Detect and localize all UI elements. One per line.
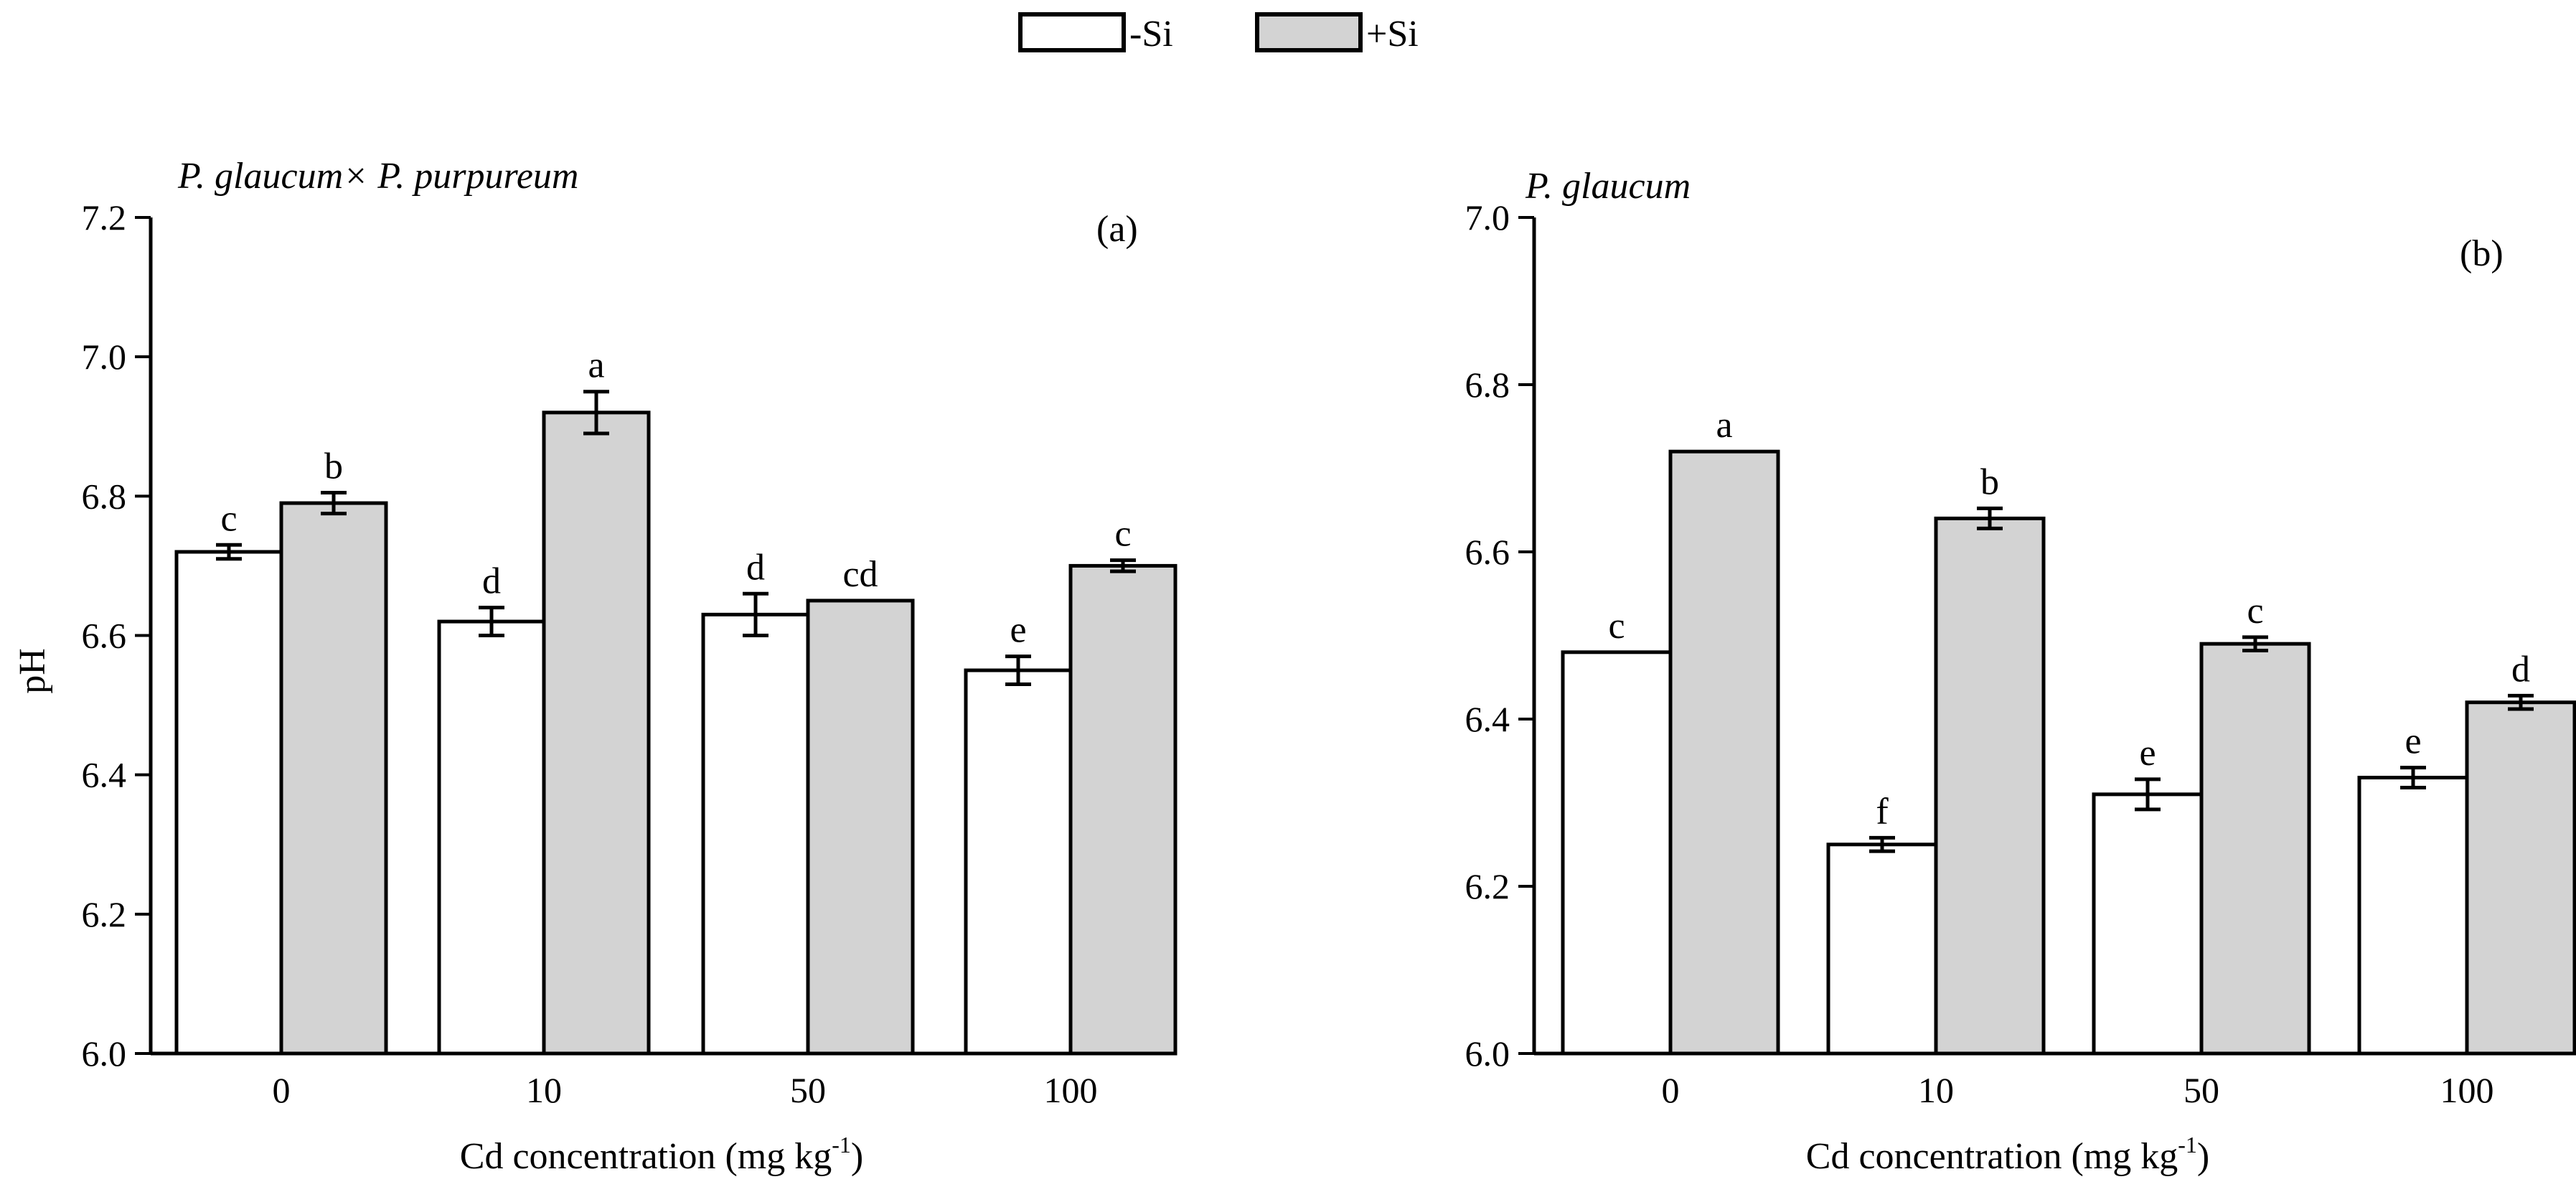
y-tick-label-b-2: 6.4 bbox=[1465, 699, 1510, 739]
y-tick-label-b-1: 6.2 bbox=[1465, 866, 1510, 906]
legend-label-plus-si: +Si bbox=[1366, 14, 1419, 55]
x-tick-label-a-2: 50 bbox=[790, 1070, 826, 1110]
bar-a-minus-si-100 bbox=[964, 668, 1073, 1056]
y-tick-label-a-0: 6.0 bbox=[82, 1033, 127, 1074]
bar-b-plus-si-100 bbox=[2465, 700, 2576, 1056]
x-tick-label-b-1: 10 bbox=[1918, 1070, 1954, 1110]
error-bar-b-plus-si-50 bbox=[2242, 635, 2268, 652]
y-tick-label-a-4: 6.8 bbox=[82, 476, 127, 516]
significance-letter-b-plus-si-50: c bbox=[2247, 591, 2263, 632]
panel-a-label: (a) bbox=[1096, 209, 1138, 250]
x-tick-label-b-3: 100 bbox=[2440, 1070, 2494, 1110]
error-bar-b-minus-si-100 bbox=[2400, 766, 2426, 790]
legend: -Si +Si bbox=[1018, 12, 1419, 55]
significance-letter-b-plus-si-0: a bbox=[1716, 405, 1732, 446]
significance-letter-a-minus-si-50: d bbox=[746, 547, 765, 588]
bar-b-plus-si-50 bbox=[2199, 642, 2311, 1056]
panel-b-title: P. glaucum bbox=[1525, 166, 1691, 207]
error-bar-a-plus-si-100 bbox=[1110, 558, 1136, 573]
x-tick-label-a-1: 10 bbox=[526, 1070, 562, 1110]
significance-letter-a-plus-si-0: b bbox=[324, 446, 343, 487]
y-tick-label-b-4: 6.8 bbox=[1465, 365, 1510, 405]
significance-letter-a-plus-si-10: a bbox=[588, 345, 604, 386]
significance-letter-b-plus-si-10: b bbox=[1980, 461, 1999, 502]
error-bar-b-minus-si-50 bbox=[2135, 777, 2161, 812]
error-bar-a-minus-si-0 bbox=[216, 543, 242, 561]
y-tick-label-a-5: 7.0 bbox=[82, 337, 127, 377]
y-tick-label-b-5: 7.0 bbox=[1465, 197, 1510, 238]
error-bar-a-minus-si-10 bbox=[479, 606, 504, 637]
bar-a-plus-si-100 bbox=[1068, 563, 1177, 1056]
error-bar-b-plus-si-10 bbox=[1977, 506, 2003, 530]
legend-label-minus-si: -Si bbox=[1129, 14, 1173, 55]
panel-b-label: (b) bbox=[2460, 233, 2504, 274]
y-axis-title: pH bbox=[12, 648, 53, 694]
significance-letter-b-plus-si-100: d bbox=[2511, 649, 2530, 690]
bar-b-minus-si-10 bbox=[1826, 843, 1938, 1056]
error-bar-a-minus-si-100 bbox=[1005, 654, 1031, 686]
legend-swatch-plus-si bbox=[1255, 12, 1363, 52]
error-bar-a-plus-si-10 bbox=[583, 390, 609, 436]
error-bar-a-minus-si-50 bbox=[743, 591, 768, 637]
significance-letter-a-plus-si-50: cd bbox=[842, 554, 878, 595]
bar-a-minus-si-50 bbox=[701, 612, 810, 1056]
significance-letter-b-minus-si-10: f bbox=[1876, 791, 1889, 832]
y-tick-label-a-1: 6.2 bbox=[82, 894, 127, 934]
x-tick-label-a-0: 0 bbox=[273, 1070, 291, 1110]
significance-letter-a-plus-si-100: c bbox=[1114, 514, 1131, 555]
significance-letter-b-minus-si-50: e bbox=[2139, 733, 2156, 774]
legend-swatch-minus-si bbox=[1018, 12, 1126, 52]
bar-a-plus-si-10 bbox=[542, 410, 651, 1056]
bar-a-minus-si-0 bbox=[174, 550, 283, 1056]
x-tick-label-b-2: 50 bbox=[2184, 1070, 2219, 1110]
bar-b-plus-si-0 bbox=[1668, 449, 1780, 1056]
error-bar-b-plus-si-100 bbox=[2508, 693, 2534, 711]
error-bar-b-minus-si-10 bbox=[1869, 835, 1895, 853]
y-tick-label-b-0: 6.0 bbox=[1465, 1033, 1510, 1074]
y-tick-label-a-3: 6.6 bbox=[82, 616, 127, 656]
chart-panel-b: P. glaucum (b) Cd concentration (mg kg-1… bbox=[1465, 166, 2576, 1177]
x-tick-label-b-0: 0 bbox=[1662, 1070, 1680, 1110]
y-tick-label-a-2: 6.4 bbox=[82, 755, 127, 795]
x-axis-title-b: Cd concentration (mg kg-1) bbox=[1806, 1132, 2209, 1177]
y-tick-label-a-6: 7.2 bbox=[82, 197, 127, 238]
bar-b-minus-si-0 bbox=[1561, 650, 1673, 1056]
bar-a-plus-si-50 bbox=[806, 599, 915, 1056]
significance-letter-b-minus-si-0: c bbox=[1608, 606, 1625, 647]
significance-letter-a-minus-si-0: c bbox=[220, 498, 237, 539]
y-tick-label-b-3: 6.6 bbox=[1465, 532, 1510, 572]
significance-letter-b-minus-si-100: e bbox=[2405, 721, 2421, 762]
x-tick-label-a-3: 100 bbox=[1044, 1070, 1098, 1110]
chart-panel-a: P. glaucum× P. purpureum (a) pH Cd conce… bbox=[12, 156, 1177, 1177]
bar-a-minus-si-10 bbox=[437, 619, 546, 1056]
significance-letter-a-minus-si-100: e bbox=[1010, 610, 1026, 651]
bar-b-minus-si-100 bbox=[2357, 776, 2469, 1056]
bar-a-plus-si-0 bbox=[279, 501, 388, 1056]
significance-letter-a-minus-si-10: d bbox=[482, 561, 501, 602]
bar-b-plus-si-10 bbox=[1934, 516, 2046, 1056]
error-bar-a-plus-si-0 bbox=[321, 490, 347, 516]
x-axis-title-a: Cd concentration (mg kg-1) bbox=[460, 1132, 863, 1177]
bar-b-minus-si-50 bbox=[2092, 792, 2204, 1056]
panel-a-title: P. glaucum× P. purpureum bbox=[177, 156, 578, 197]
